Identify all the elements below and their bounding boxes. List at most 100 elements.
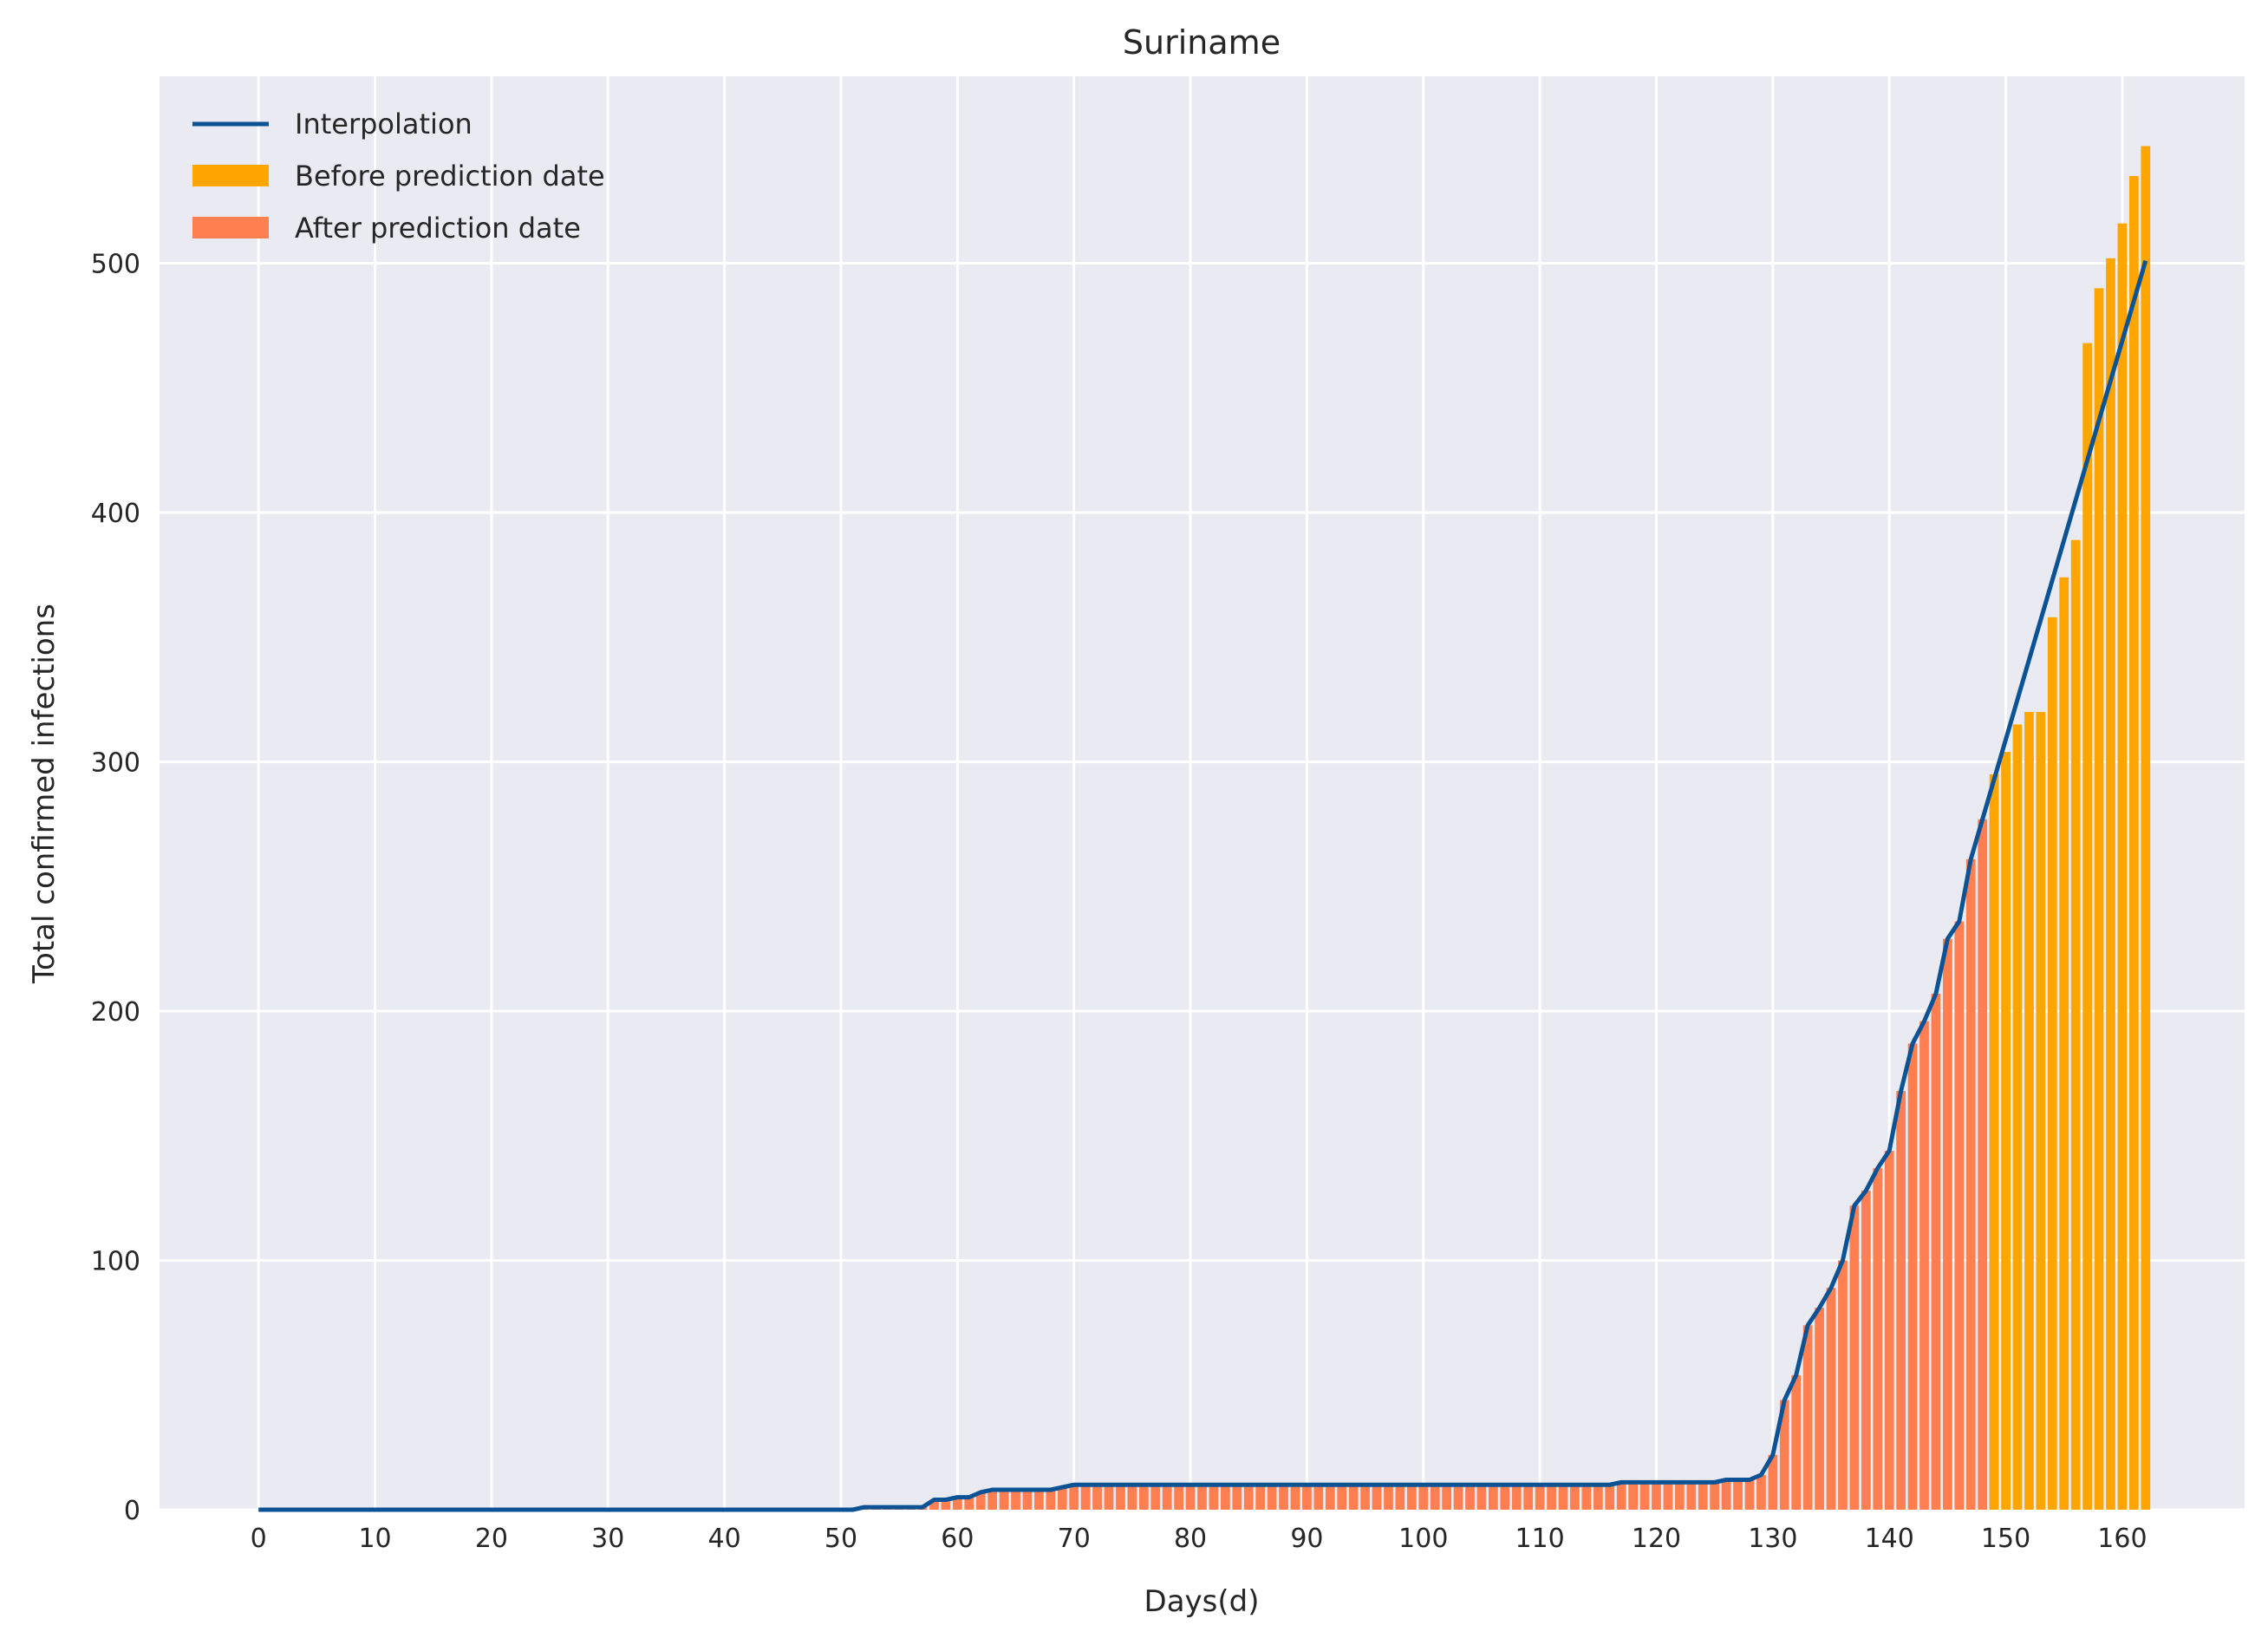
x-tick-labels: 0 10 20 30 40 50 60 70 80 90 100 110 120 130 140 150 160 <box>251 1524 2147 1554</box>
bar-after-prediction <box>1721 1479 1731 1510</box>
bar-after-prediction <box>1127 1485 1137 1510</box>
y-tick-label: 100 <box>91 1247 140 1277</box>
bar-after-prediction <box>1337 1485 1347 1510</box>
bar-after-prediction <box>1360 1485 1370 1510</box>
bar-after-prediction <box>1395 1485 1405 1510</box>
x-tick-label: 30 <box>591 1524 624 1554</box>
bar-after-prediction <box>1547 1485 1556 1510</box>
bar-after-prediction <box>1791 1374 1802 1510</box>
bar-after-prediction <box>1663 1482 1673 1510</box>
x-tick-label: 100 <box>1398 1524 1448 1554</box>
bar-after-prediction <box>1849 1205 1860 1510</box>
bar-after-prediction <box>1220 1485 1230 1510</box>
bar-after-prediction <box>1069 1485 1079 1510</box>
bar-after-prediction <box>1733 1479 1743 1510</box>
y-tick-label: 0 <box>124 1496 140 1526</box>
bar-after-prediction <box>1384 1485 1393 1510</box>
bar-after-prediction <box>1046 1490 1056 1510</box>
x-tick-label: 110 <box>1515 1524 1565 1554</box>
bar-after-prediction <box>1674 1482 1685 1510</box>
bar-after-prediction <box>1313 1485 1324 1510</box>
before-prediction-bars <box>1989 146 2151 1511</box>
bar-after-prediction <box>1442 1485 1452 1510</box>
bar-before-prediction <box>2012 724 2023 1510</box>
x-tick-label: 80 <box>1174 1524 1207 1554</box>
bar-after-prediction <box>1290 1485 1300 1510</box>
bar-after-prediction <box>1756 1474 1766 1510</box>
bar-after-prediction <box>1605 1485 1615 1510</box>
x-tick-label: 130 <box>1748 1524 1797 1554</box>
bar-after-prediction <box>1943 938 1952 1510</box>
x-tick-label: 120 <box>1632 1524 1681 1554</box>
bar-after-prediction <box>1302 1485 1312 1510</box>
bar-after-prediction <box>1581 1485 1592 1510</box>
bar-after-prediction <box>1279 1485 1288 1510</box>
bar-after-prediction <box>1628 1482 1638 1510</box>
bar-after-prediction <box>1931 993 1941 1510</box>
bar-after-prediction <box>1243 1485 1254 1510</box>
bar-after-prediction <box>999 1490 1009 1510</box>
x-tick-label: 160 <box>2097 1524 2147 1554</box>
y-tick-label: 300 <box>91 748 140 779</box>
bar-after-prediction <box>1080 1485 1091 1510</box>
bar-after-prediction <box>1325 1485 1335 1510</box>
bar-before-prediction <box>2059 577 2069 1510</box>
bar-before-prediction <box>2036 712 2046 1510</box>
bar-after-prediction <box>1907 1043 1918 1510</box>
bar-after-prediction <box>1639 1482 1650 1510</box>
bar-before-prediction <box>2070 539 2081 1510</box>
legend: Interpolation Before prediction date Aft… <box>192 108 605 245</box>
bar-after-prediction <box>1232 1485 1242 1510</box>
bar-after-prediction <box>1418 1485 1429 1510</box>
chart-title: Suriname <box>1123 23 1281 62</box>
x-tick-label: 70 <box>1058 1524 1091 1554</box>
legend-swatch-before <box>192 165 269 186</box>
x-tick-label: 10 <box>358 1524 391 1554</box>
bar-after-prediction <box>1267 1485 1277 1510</box>
bar-after-prediction <box>1616 1482 1626 1510</box>
bar-after-prediction <box>1174 1485 1184 1510</box>
legend-label-before: Before prediction date <box>295 160 605 193</box>
legend-label-interpolation: Interpolation <box>295 108 472 140</box>
bar-after-prediction <box>1406 1485 1417 1510</box>
bar-after-prediction <box>1873 1168 1883 1510</box>
x-tick-label: 140 <box>1865 1524 1914 1554</box>
after-prediction-bars <box>859 787 1999 1510</box>
bar-after-prediction <box>1209 1485 1219 1510</box>
x-axis-label: Days(d) <box>1144 1584 1260 1619</box>
bar-after-prediction <box>1116 1485 1125 1510</box>
bar-before-prediction <box>1989 774 1999 1510</box>
bar-after-prediction <box>1838 1260 1848 1510</box>
bar-after-prediction <box>1150 1485 1161 1510</box>
bar-after-prediction <box>929 1499 939 1510</box>
bar-after-prediction <box>964 1497 974 1510</box>
legend-swatch-after <box>192 217 269 238</box>
bar-after-prediction <box>1500 1485 1510 1510</box>
bar-after-prediction <box>1744 1479 1755 1510</box>
x-tick-label: 20 <box>475 1524 508 1554</box>
x-tick-label: 60 <box>941 1524 974 1554</box>
bar-after-prediction <box>1372 1485 1382 1510</box>
interpolation-line <box>258 260 2148 1512</box>
bar-after-prediction <box>1523 1485 1534 1510</box>
bar-after-prediction <box>1698 1482 1708 1510</box>
bar-after-prediction <box>1768 1454 1778 1510</box>
bar-after-prediction <box>987 1490 998 1510</box>
bar-before-prediction <box>2082 343 2092 1510</box>
bar-after-prediction <box>1465 1485 1475 1510</box>
bar-before-prediction <box>2117 223 2128 1510</box>
bar-after-prediction <box>1453 1485 1463 1510</box>
y-tick-labels: 0 100 200 300 400 500 <box>91 250 140 1526</box>
x-tick-label: 90 <box>1290 1524 1323 1554</box>
bar-after-prediction <box>1710 1482 1720 1510</box>
bar-after-prediction <box>941 1499 951 1510</box>
bar-before-prediction <box>2047 617 2057 1510</box>
y-axis-label: Total confirmed infections <box>27 604 62 984</box>
bar-after-prediction <box>1815 1308 1824 1510</box>
bar-after-prediction <box>1686 1482 1697 1510</box>
bar-before-prediction <box>2106 258 2115 1510</box>
bar-after-prediction <box>1779 1400 1789 1510</box>
y-tick-label: 200 <box>91 997 140 1028</box>
bar-after-prediction <box>1348 1485 1359 1510</box>
bar-after-prediction <box>1965 858 1976 1510</box>
